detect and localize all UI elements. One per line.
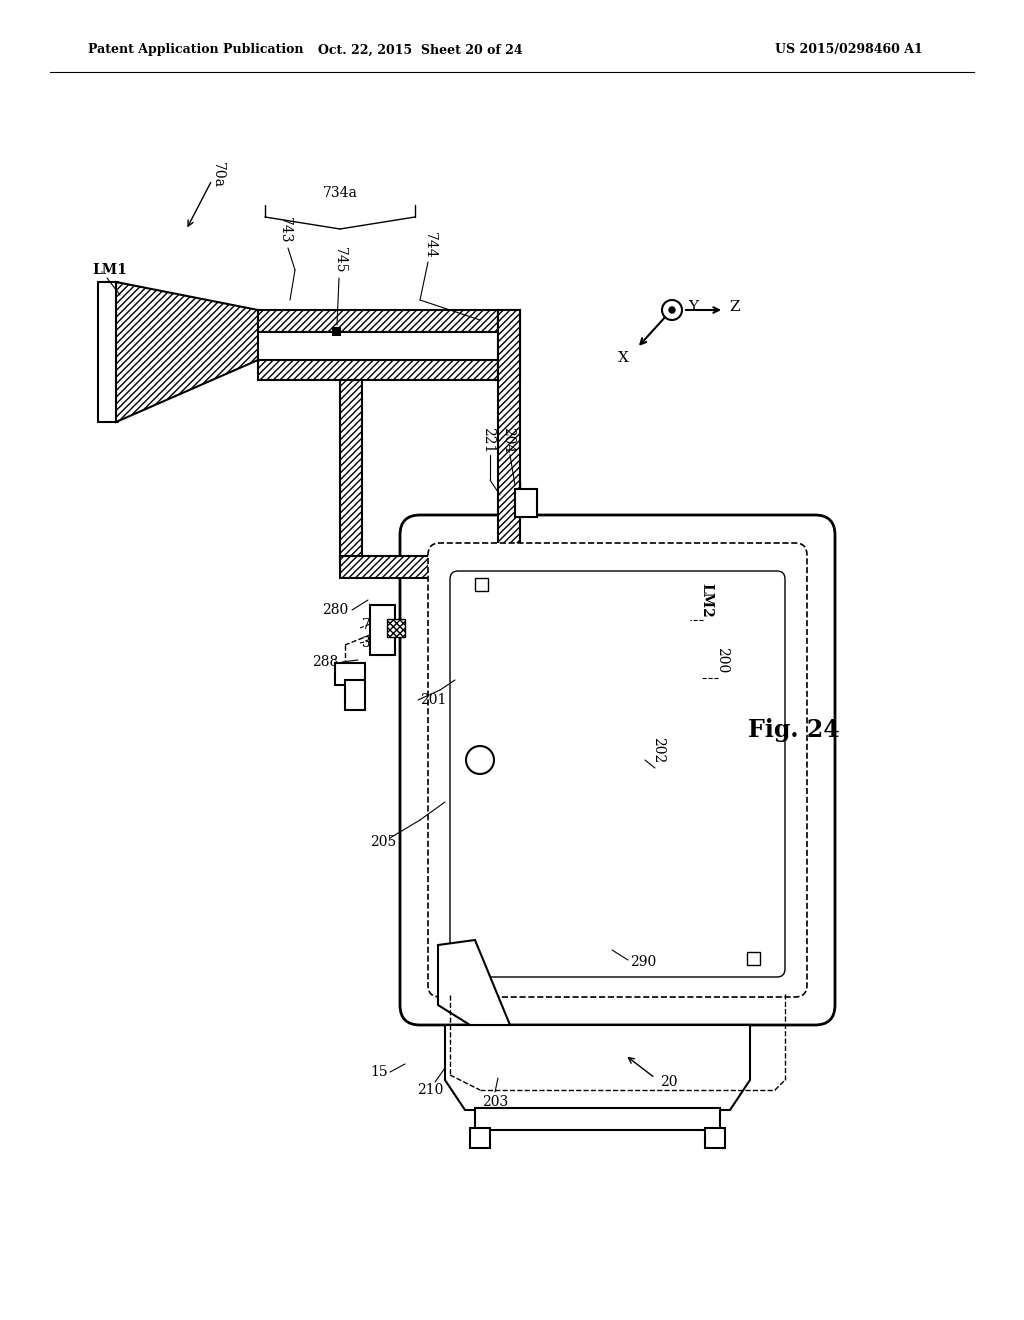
Circle shape (669, 308, 675, 313)
Bar (335, 663, 365, 685)
Bar (345, 680, 365, 710)
Text: 280: 280 (322, 603, 348, 616)
Text: 221: 221 (481, 426, 495, 453)
Text: 288: 288 (311, 655, 338, 669)
Text: 722a: 722a (362, 618, 396, 632)
Bar (475, 1107, 720, 1130)
Text: Patent Application Publication: Patent Application Publication (88, 44, 303, 57)
Bar (475, 578, 488, 591)
Text: 734a: 734a (323, 186, 357, 201)
Text: 31: 31 (362, 636, 380, 649)
Bar (746, 952, 760, 965)
Text: LM1: LM1 (92, 263, 127, 277)
Text: 204: 204 (501, 426, 515, 453)
Bar (470, 1129, 490, 1148)
Text: 290: 290 (630, 954, 656, 969)
Bar (332, 327, 341, 337)
Text: LM2: LM2 (699, 582, 713, 618)
Bar (340, 380, 362, 558)
Text: Z: Z (729, 300, 739, 314)
Text: 743: 743 (278, 216, 292, 243)
Text: 202: 202 (651, 737, 665, 763)
Text: 201: 201 (420, 693, 446, 708)
Text: Oct. 22, 2015  Sheet 20 of 24: Oct. 22, 2015 Sheet 20 of 24 (317, 44, 522, 57)
Text: 200: 200 (715, 647, 729, 673)
Text: 744: 744 (423, 232, 437, 259)
Text: 205: 205 (370, 836, 396, 849)
Text: 203: 203 (482, 1096, 508, 1109)
Text: Y: Y (688, 300, 698, 314)
Text: 70a: 70a (211, 162, 225, 187)
Text: 745: 745 (333, 247, 347, 273)
Bar (498, 310, 520, 380)
Polygon shape (438, 940, 510, 1026)
Bar (387, 619, 406, 638)
Bar (705, 1129, 725, 1148)
Bar (515, 488, 537, 517)
Polygon shape (445, 1026, 750, 1110)
FancyBboxPatch shape (450, 572, 785, 977)
Text: 15: 15 (371, 1065, 388, 1078)
Bar (258, 310, 498, 333)
Bar (340, 556, 520, 578)
Bar (498, 310, 520, 558)
Text: US 2015/0298460 A1: US 2015/0298460 A1 (775, 44, 923, 57)
FancyBboxPatch shape (428, 543, 807, 997)
FancyBboxPatch shape (400, 515, 835, 1026)
Polygon shape (116, 282, 258, 422)
Text: 20: 20 (660, 1074, 678, 1089)
Bar (258, 360, 498, 380)
Text: Fig. 24: Fig. 24 (748, 718, 840, 742)
Text: 210: 210 (417, 1082, 443, 1097)
Bar (370, 605, 395, 655)
Text: X: X (618, 351, 629, 366)
